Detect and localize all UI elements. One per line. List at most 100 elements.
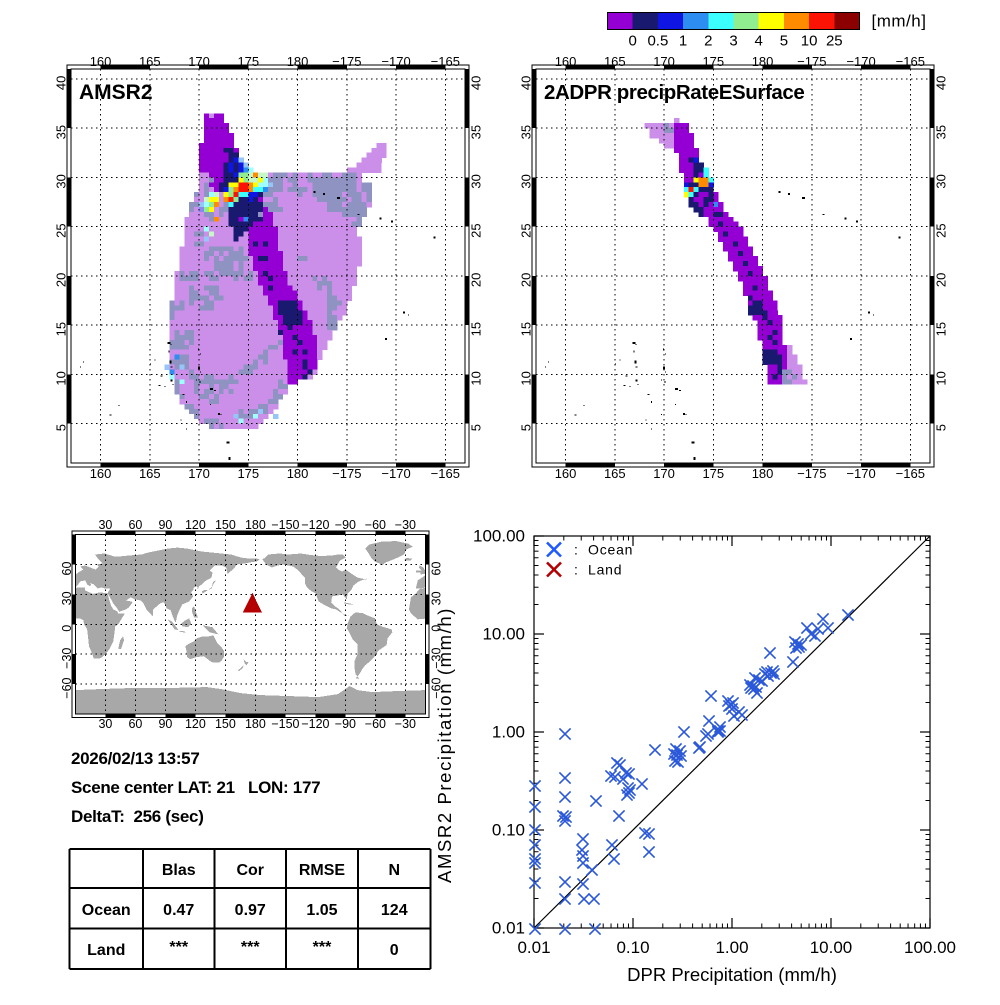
svg-text:150: 150 (215, 518, 236, 532)
svg-text:15: 15 (518, 322, 533, 336)
svg-text:Ocean: Ocean (82, 902, 131, 919)
svg-text:5: 5 (53, 424, 68, 431)
svg-text:150: 150 (215, 717, 236, 731)
svg-text:Ocean: Ocean (588, 542, 633, 558)
svg-text:30: 30 (933, 174, 948, 188)
svg-text:25: 25 (468, 223, 483, 237)
svg-text:160: 160 (555, 54, 577, 69)
svg-text:−30: −30 (395, 717, 416, 731)
svg-text:−90: −90 (335, 518, 356, 532)
svg-text:10: 10 (801, 33, 818, 50)
svg-text:−120: −120 (301, 518, 329, 532)
svg-text:2026/02/13 13:57: 2026/02/13 13:57 (71, 749, 200, 768)
svg-text:20: 20 (518, 273, 533, 287)
svg-text:170: 170 (653, 466, 675, 481)
svg-text:25: 25 (53, 223, 68, 237)
svg-text:−170: −170 (381, 54, 410, 69)
svg-text:10.00: 10.00 (482, 625, 525, 644)
svg-text:175: 175 (237, 466, 259, 481)
svg-text:1: 1 (679, 33, 687, 50)
svg-text:124: 124 (381, 902, 408, 919)
svg-text:2: 2 (704, 33, 712, 50)
svg-text:***: *** (241, 939, 260, 956)
svg-text:−60: −60 (60, 677, 74, 698)
svg-text:160: 160 (555, 466, 577, 481)
svg-text:−60: −60 (365, 518, 386, 532)
svg-text:0.01: 0.01 (492, 919, 525, 938)
svg-text:0.10: 0.10 (616, 938, 649, 957)
svg-text:180: 180 (287, 54, 309, 69)
svg-text:−120: −120 (301, 717, 329, 731)
svg-text:[mm/h]: [mm/h] (872, 12, 927, 31)
svg-text:10.00: 10.00 (810, 938, 853, 957)
svg-text:180: 180 (752, 54, 774, 69)
svg-text:0: 0 (390, 942, 399, 959)
svg-text:165: 165 (139, 466, 161, 481)
svg-text:0.10: 0.10 (492, 821, 525, 840)
svg-text:120: 120 (185, 518, 206, 532)
svg-text:170: 170 (188, 466, 210, 481)
svg-text:10: 10 (53, 371, 68, 385)
svg-text:175: 175 (702, 466, 724, 481)
svg-text:10: 10 (468, 371, 483, 385)
svg-text:0: 0 (60, 625, 74, 632)
svg-text:−175: −175 (797, 466, 826, 481)
svg-text:−165: −165 (431, 466, 460, 481)
svg-text:20: 20 (468, 273, 483, 287)
svg-text:Cor: Cor (236, 862, 264, 879)
svg-text:−170: −170 (846, 466, 875, 481)
svg-text:25: 25 (933, 223, 948, 237)
svg-text:−150: −150 (271, 518, 299, 532)
svg-text:15: 15 (53, 322, 68, 336)
svg-text:20: 20 (53, 273, 68, 287)
svg-text:AMSR2: AMSR2 (79, 81, 153, 104)
svg-text:25: 25 (826, 33, 843, 50)
svg-text:0.5: 0.5 (647, 33, 668, 50)
svg-text:60: 60 (60, 562, 74, 576)
svg-text:−165: −165 (896, 54, 925, 69)
svg-text:AMSR2 Precipitation (mm/h): AMSR2 Precipitation (mm/h) (434, 607, 455, 883)
svg-text:165: 165 (604, 54, 626, 69)
svg-text:10: 10 (933, 371, 948, 385)
svg-text:60: 60 (128, 717, 142, 731)
svg-text:175: 175 (237, 54, 259, 69)
svg-text:5: 5 (518, 424, 533, 431)
svg-text:−175: −175 (332, 54, 361, 69)
svg-text:0.47: 0.47 (163, 902, 194, 919)
svg-text:30: 30 (98, 518, 112, 532)
svg-text:−90: −90 (335, 717, 356, 731)
svg-text:30: 30 (468, 174, 483, 188)
svg-text:3: 3 (729, 33, 737, 50)
svg-text:DPR Precipitation (mm/h): DPR Precipitation (mm/h) (627, 964, 837, 985)
svg-text:0.97: 0.97 (235, 902, 266, 919)
svg-text:170: 170 (188, 54, 210, 69)
svg-text:160: 160 (90, 54, 112, 69)
svg-text:165: 165 (604, 466, 626, 481)
svg-text:DeltaT: 256 (sec): DeltaT: 256 (sec) (71, 807, 204, 826)
svg-text:5: 5 (933, 424, 948, 431)
svg-text:Land: Land (87, 942, 125, 959)
svg-text:−175: −175 (332, 466, 361, 481)
svg-text:10: 10 (518, 371, 533, 385)
svg-text:0: 0 (430, 625, 444, 632)
svg-text:−60: −60 (365, 717, 386, 731)
svg-text:25: 25 (518, 223, 533, 237)
svg-text:***: *** (313, 939, 332, 956)
svg-text:35: 35 (53, 125, 68, 139)
svg-text:15: 15 (468, 322, 483, 336)
svg-text:Scene center LAT: 21 LON: 17: Scene center LAT: 21 LON: 177 (71, 778, 320, 797)
svg-text:40: 40 (468, 76, 483, 90)
svg-text:5: 5 (780, 33, 788, 50)
svg-text:165: 165 (139, 54, 161, 69)
svg-text:20: 20 (933, 273, 948, 287)
svg-text:180: 180 (245, 717, 266, 731)
svg-text:RMSE: RMSE (299, 862, 346, 879)
svg-text:30: 30 (430, 591, 444, 605)
svg-text:175: 175 (702, 54, 724, 69)
svg-text:170: 170 (653, 54, 675, 69)
svg-text:Land: Land (588, 562, 622, 578)
svg-text:1.00: 1.00 (715, 938, 748, 957)
svg-text:60: 60 (430, 562, 444, 576)
svg-text:−170: −170 (381, 466, 410, 481)
svg-text:0.01: 0.01 (517, 938, 550, 957)
